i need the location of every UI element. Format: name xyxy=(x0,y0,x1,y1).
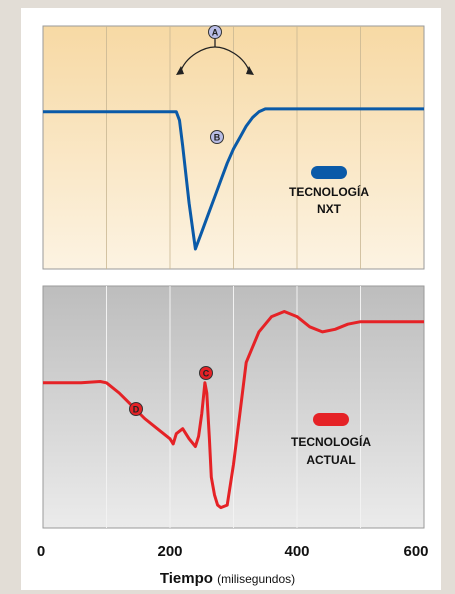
marker-a: A xyxy=(208,25,222,39)
marker-b-label: B xyxy=(214,133,221,143)
marker-d: D xyxy=(129,402,143,416)
marker-d-label: D xyxy=(133,405,140,415)
x-axis-unit: (milisegundos) xyxy=(217,572,296,586)
x-tick-label: 200 xyxy=(157,543,182,560)
annotation-a-arrowhead-right xyxy=(246,66,254,75)
x-axis-title: Tiempo (milisegundos) xyxy=(0,570,455,587)
legend-nxt-line1: TECNOLOGÍA xyxy=(289,184,369,199)
x-tick-label: 600 xyxy=(403,543,428,560)
x-tick-label: 400 xyxy=(284,543,309,560)
legend-nxt-swatch xyxy=(311,166,347,179)
nxt-series-line xyxy=(43,107,424,251)
annotation-a-arrowhead-left xyxy=(176,66,184,75)
bottom-panel-grid xyxy=(106,286,361,528)
x-axis-ticks: 0 200 400 600 xyxy=(37,543,429,560)
marker-c-label: C xyxy=(203,369,210,379)
legend-nxt-line2: NXT xyxy=(317,202,342,216)
legend-actual-line1: TECNOLOGÍA xyxy=(291,434,371,449)
legend-actual-line2: ACTUAL xyxy=(306,453,355,467)
marker-b: B xyxy=(210,130,224,144)
marker-c: C xyxy=(199,366,213,380)
legend-actual-swatch xyxy=(313,413,349,426)
x-tick-label: 0 xyxy=(37,543,45,560)
marker-a-label: A xyxy=(212,28,219,38)
x-axis-title-text: Tiempo xyxy=(159,570,213,587)
